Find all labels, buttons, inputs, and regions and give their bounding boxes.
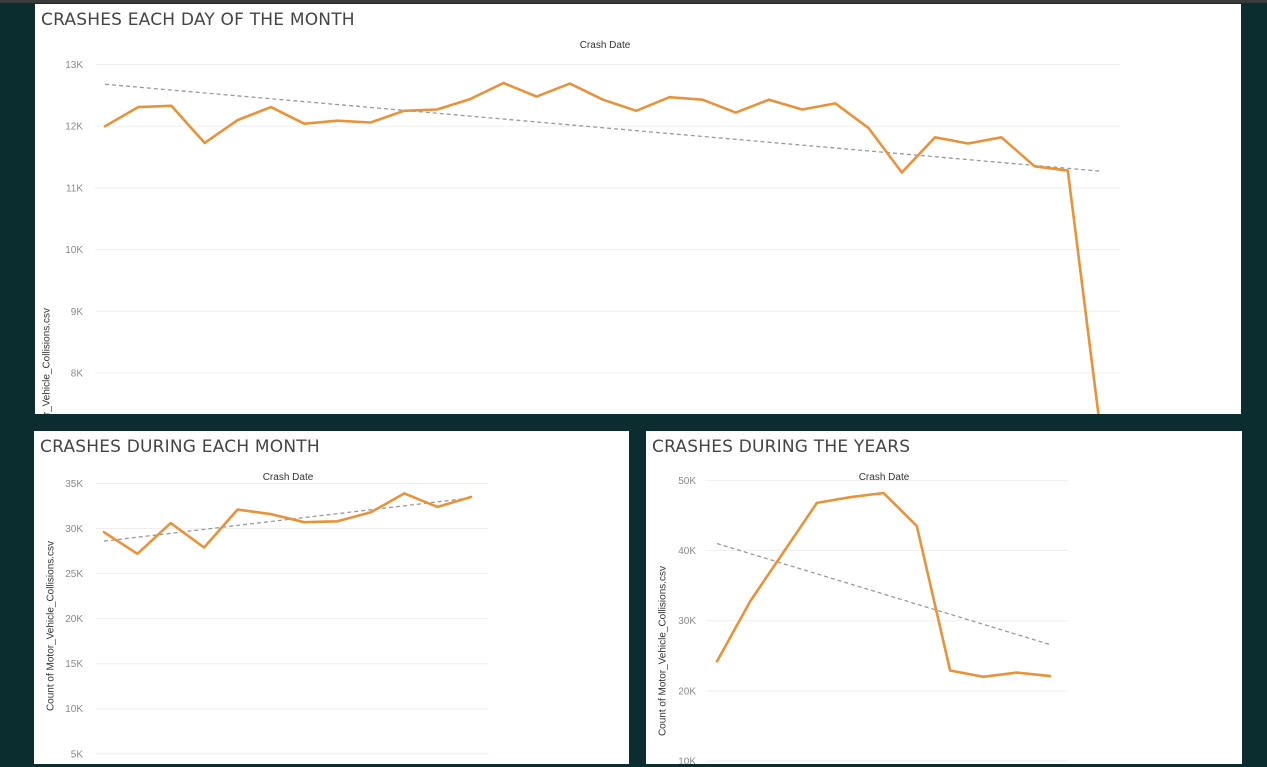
data-point [899,169,905,175]
trend-line [103,497,472,542]
data-point [102,123,108,129]
data-point [965,140,971,146]
data-point [334,118,340,124]
data-point [468,494,474,500]
series-line [102,492,473,556]
data-point [368,120,374,126]
y-tick-label: 5K [71,749,84,760]
y-tick-label: 11K [66,183,83,194]
data-point [235,117,241,123]
chart-title: CRASHES DURING EACH MONTH [40,437,320,457]
data-point [700,97,706,103]
data-point [932,134,938,140]
y-tick-label: 30K [65,524,83,535]
data-point [401,108,407,114]
data-point [567,81,573,87]
y-axis-label: Count of Motor_Vehicle_Collisions.csv [657,565,669,737]
data-point [980,674,986,680]
series-line [715,491,1052,679]
data-point [101,529,107,535]
data-point [1065,168,1071,174]
x-axis-header: Crash Date [858,472,910,483]
y-tick-label: 10K [65,704,83,715]
x-axis-header: Crash Date [262,472,314,483]
years-chart: 10K 20K 30K 40K 50K [678,476,1068,765]
data-point [847,494,853,500]
data-point [714,658,720,664]
data-point [268,511,274,517]
data-point [781,549,787,555]
data-point [301,121,307,127]
data-point [1032,163,1038,169]
y-tick-label: 9K [71,307,84,318]
data-point [1014,670,1020,676]
y-axis-label: Count of Motor_Vehicle_Collisions.csv [45,540,57,712]
data-point [500,80,506,86]
data-point [814,500,820,506]
data-point [1047,673,1053,679]
data-point [201,544,207,550]
y-tick-label: 30K [678,616,696,627]
window-top-border [0,0,1267,3]
data-point [234,507,240,513]
data-point [268,104,274,110]
y-tick-label: 8K [71,368,84,379]
trend-line [104,83,1102,172]
data-point [202,140,208,146]
x-axis-header: Crash Date [579,40,631,51]
data-point [301,519,307,525]
y-tick-label: 50K [678,476,696,487]
trend-line [716,542,1051,646]
data-point [467,96,473,102]
data-point [766,97,772,103]
data-point [600,97,606,103]
month-chart: 5K 10K 15K 20K 25K 30K 35K [65,479,489,760]
data-point [435,504,441,510]
data-point [666,94,672,100]
data-point [134,551,140,557]
y-tick-label: 40K [678,546,696,557]
data-point [633,108,639,114]
data-point [401,490,407,496]
data-point [832,100,838,106]
data-point [799,107,805,113]
month-chart-panel[interactable]: 5K 10K 15K 20K 25K 30K 35K CRASHES DURING EACH… [34,431,629,764]
y-tick-label: 12K [65,122,83,133]
years-chart-panel[interactable]: 10K 20K 30K 40K 50K CRASHES DURING THE YEARS… [646,431,1242,764]
data-point [534,94,540,100]
y-axis-label: Count of Motor_Vehicle_Collisions.csv [41,307,53,414]
y-tick-label: 20K [65,614,83,625]
data-point [998,134,1004,140]
y-tick-label: 25K [65,569,83,580]
y-tick-label: 10K [65,245,83,256]
data-point [168,103,174,109]
y-tick-label: 15K [65,659,83,670]
data-point [335,518,341,524]
data-point [434,107,440,113]
data-point [135,104,141,110]
series-line [103,81,1100,414]
data-point [733,110,739,116]
data-point [881,490,887,496]
y-tick-label: 35K [65,479,83,490]
day-of-month-chart: 8K 9K 10K 11K 12K 13K [65,60,1120,414]
data-point [747,598,753,604]
y-tick-label: 20K [678,686,696,697]
data-point [866,125,872,131]
y-tick-label: 13K [65,60,83,71]
data-point [368,509,374,515]
data-point [168,520,174,526]
chart-title: CRASHES DURING THE YEARS [652,437,911,457]
day-of-month-chart-panel[interactable]: 8K 9K 10K 11K 12K 13K CRASHES EACH DAY OF THE… [35,4,1241,414]
y-tick-label: 10K [678,757,696,765]
data-point [914,523,920,529]
data-point [947,668,953,674]
chart-title: CRASHES EACH DAY OF THE MONTH [41,10,355,30]
